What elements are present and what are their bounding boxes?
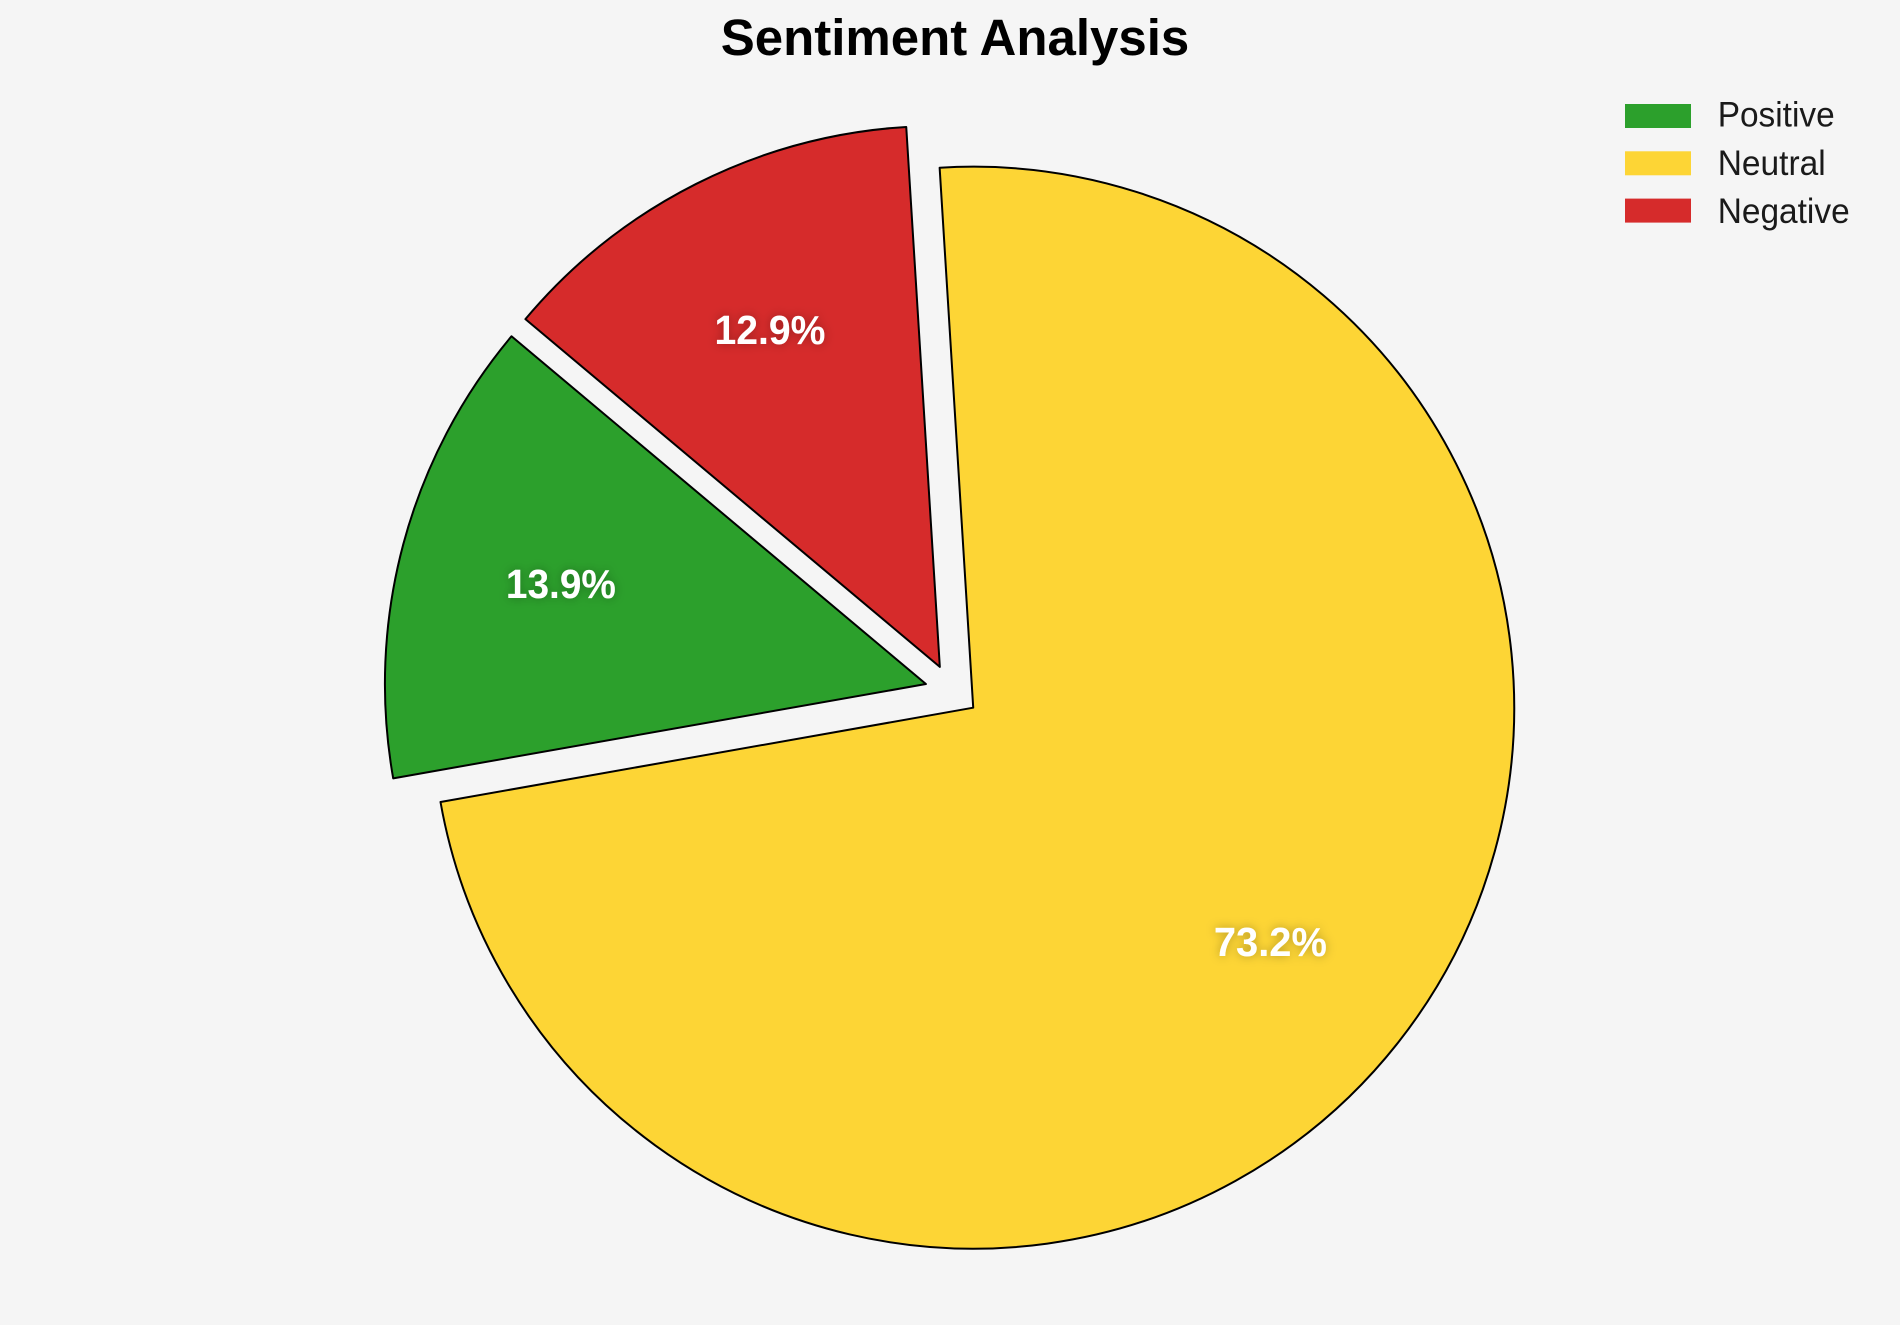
- svg-text:73.2%: 73.2%: [1214, 919, 1327, 965]
- svg-text:12.9%: 12.9%: [715, 307, 826, 353]
- svg-text:13.9%: 13.9%: [506, 561, 616, 607]
- svg-text:Neutral: Neutral: [1718, 144, 1826, 183]
- svg-text:Negative: Negative: [1718, 192, 1850, 231]
- svg-text:Sentiment Analysis: Sentiment Analysis: [721, 9, 1190, 66]
- svg-text:Positive: Positive: [1718, 96, 1835, 135]
